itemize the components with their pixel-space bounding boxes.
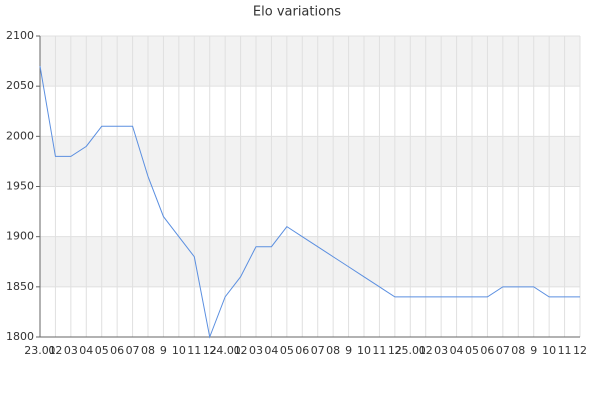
grid-band <box>40 236 580 287</box>
x-tick-label: 05 <box>465 344 479 357</box>
x-tick-label: 03 <box>249 344 263 357</box>
grid-band <box>40 136 580 187</box>
x-tick-label: 11 <box>558 344 572 357</box>
y-tick-label: 2000 <box>6 129 34 142</box>
x-tick-label: 06 <box>295 344 309 357</box>
x-tick-label: 07 <box>496 344 510 357</box>
x-tick-label: 11 <box>372 344 386 357</box>
x-tick-label: 07 <box>311 344 325 357</box>
x-tick-label: 03 <box>64 344 78 357</box>
x-tick-label: 04 <box>264 344 278 357</box>
x-tick-label: 12 <box>388 344 402 357</box>
x-tick-label: 07 <box>126 344 140 357</box>
x-tick-label: 25.01 <box>395 344 427 357</box>
line <box>39 66 580 339</box>
y-tick-label: 1950 <box>6 180 34 193</box>
x-tick-label: 06 <box>480 344 494 357</box>
x-tick-label: 05 <box>95 344 109 357</box>
x-tick-label: 9 <box>160 344 167 357</box>
x-tick-label: 10 <box>542 344 556 357</box>
x-tick-label: 9 <box>530 344 537 357</box>
x-tick-label: 02 <box>234 344 248 357</box>
x-tick-label: 04 <box>79 344 93 357</box>
x-tick-label: 9 <box>345 344 352 357</box>
y-tick-label: 1850 <box>6 280 34 293</box>
x-tick-label: 23.01 <box>24 344 56 357</box>
x-tick-label: 12 <box>573 344 587 357</box>
x-tick-label: 11 <box>187 344 201 357</box>
x-tick-label: 05 <box>280 344 294 357</box>
y-tick-label: 1800 <box>6 330 34 343</box>
y-tick-label: 1900 <box>6 230 34 243</box>
x-tick-label: 03 <box>434 344 448 357</box>
x-tick-label: 10 <box>357 344 371 357</box>
x-tick-label: 10 <box>172 344 186 357</box>
x-tick-label: 08 <box>141 344 155 357</box>
x-tick-label: 06 <box>110 344 124 357</box>
x-tick-label: 24.01 <box>209 344 241 357</box>
x-tick-label: 08 <box>511 344 525 357</box>
grid-band <box>40 36 580 87</box>
x-tick-label: 12 <box>203 344 217 357</box>
x-tick-label: 04 <box>450 344 464 357</box>
chart-title: Elo variations <box>253 5 341 20</box>
x-tick-label: 08 <box>326 344 340 357</box>
y-tick-label: 2100 <box>6 29 34 42</box>
y-tick-label: 2050 <box>6 79 34 92</box>
x-tick-label: 02 <box>419 344 433 357</box>
x-tick-label: 02 <box>48 344 62 357</box>
